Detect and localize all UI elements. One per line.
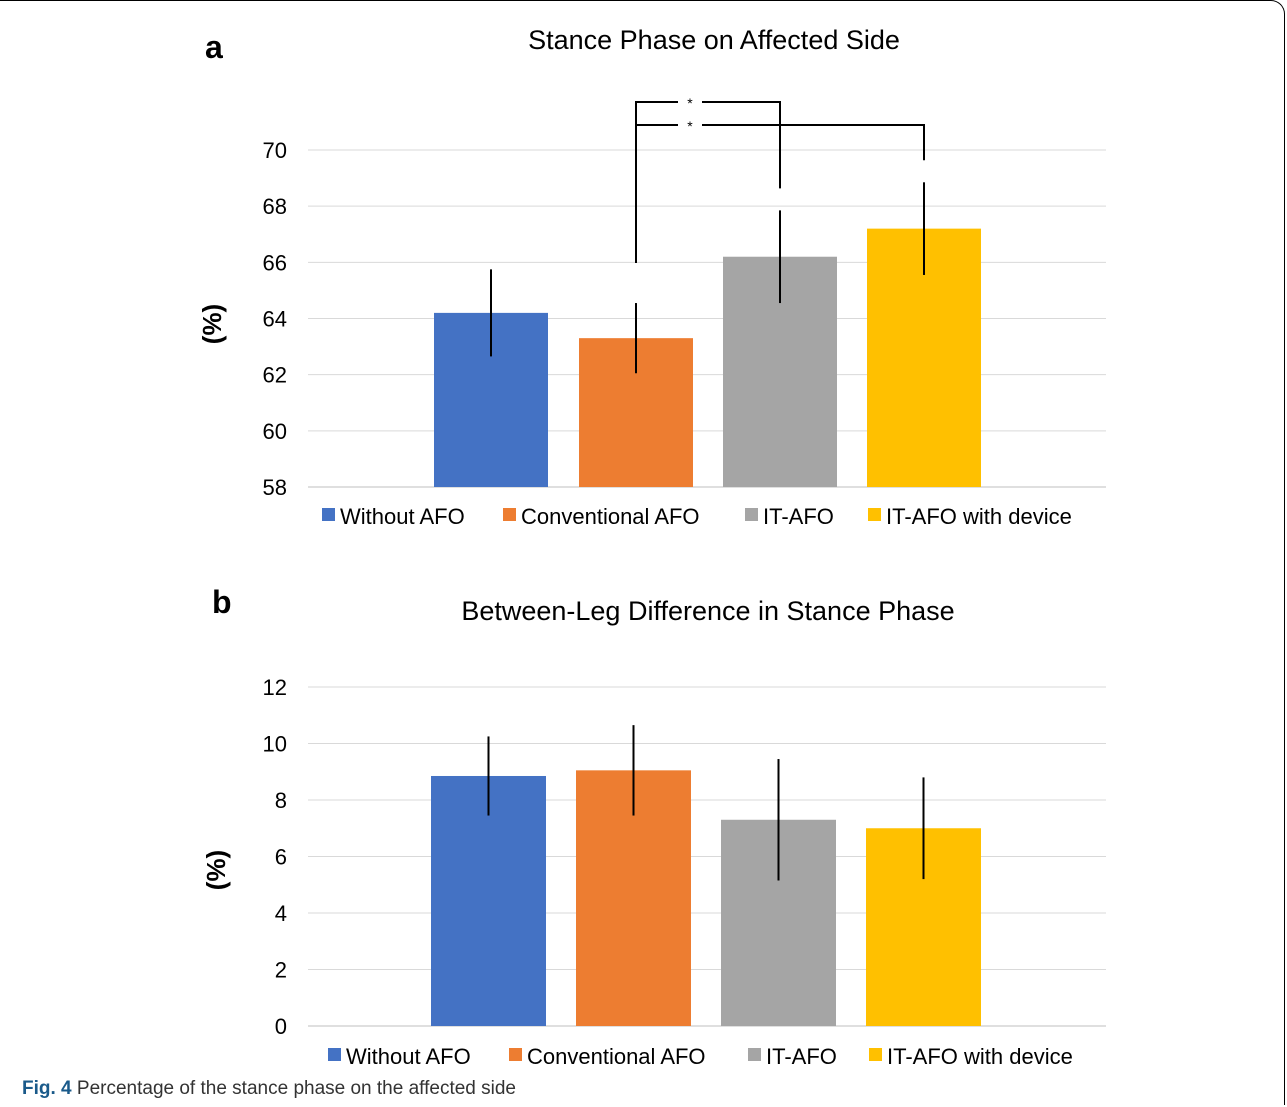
panel-b-ytick-label: 0 — [275, 1014, 287, 1039]
panel-a-significance-star: * — [687, 95, 693, 111]
panel-b-legend-swatch — [509, 1048, 522, 1061]
panel-a-legend-label: IT-AFO with device — [886, 504, 1072, 529]
panel-a-label: a — [205, 29, 223, 65]
panel-a-ytick-label: 60 — [263, 419, 287, 444]
panel-b-legend-swatch — [869, 1048, 882, 1061]
panel-a-ytick-label: 62 — [263, 363, 287, 388]
caption-text: Percentage of the stance phase on the af… — [76, 1078, 516, 1099]
panel-b-ytick-label: 2 — [275, 958, 287, 983]
panel-a-significance-bracket — [635, 101, 781, 264]
panel-a-legend-swatch — [503, 508, 516, 521]
panel-a-ytick-label: 70 — [263, 138, 287, 163]
panel-a-significance-star: * — [687, 118, 693, 134]
panel-a-legend-label: Without AFO — [340, 504, 465, 529]
panel-a-ytick-label: 66 — [263, 250, 287, 275]
panel-b-label: b — [212, 584, 232, 620]
panel-b-ytick-label: 8 — [275, 788, 287, 813]
panel-a-legend-swatch — [745, 508, 758, 521]
panel-b-ytick-label: 6 — [275, 845, 287, 870]
panel-b-title: Between-Leg Difference in Stance Phase — [461, 596, 954, 626]
panel-b-ytick-label: 12 — [263, 675, 287, 700]
panel-b-legend-label: IT-AFO with device — [887, 1044, 1073, 1069]
panel-a-legend-swatch — [868, 508, 881, 521]
panel-a-legend-swatch — [322, 508, 335, 521]
panel-b-plot: 0 2 4 6 8 10 12 Without AFO Conventional AFO IT-A… — [263, 675, 1106, 1069]
panel-b-legend-label: Without AFO — [346, 1044, 471, 1069]
panel-a-legend-label: Conventional AFO — [521, 504, 700, 529]
figure-caption: Fig. 4 Percentage of the stance phase on… — [22, 1078, 516, 1100]
panel-b-legend-label: Conventional AFO — [527, 1044, 706, 1069]
panel-b-legend-swatch — [328, 1048, 341, 1061]
panel-a-plot: 58 60 62 64 66 68 70 * * Without AFO Conventional … — [263, 95, 1106, 529]
panel-b-ytick-label: 4 — [275, 901, 287, 926]
panel-a-ytick-label: 68 — [263, 194, 287, 219]
panel-a-title: Stance Phase on Affected Side — [528, 25, 900, 55]
caption-label: Fig. 4 — [22, 1078, 72, 1099]
panel-b-legend-label: IT-AFO — [766, 1044, 837, 1069]
panel-a-ytick-label: 58 — [263, 475, 287, 500]
panel-b-ylabel: (%) — [201, 850, 231, 890]
panel-b-bar — [431, 775, 546, 1026]
panel-a-ylabel: (%) — [197, 304, 227, 344]
panel-a-ytick-label: 64 — [263, 307, 287, 332]
panel-a-legend-label: IT-AFO — [763, 504, 834, 529]
panel-b-ytick-label: 10 — [263, 732, 287, 757]
panel-a-significance-bracket — [635, 124, 925, 264]
panel-b-legend-swatch — [748, 1048, 761, 1061]
